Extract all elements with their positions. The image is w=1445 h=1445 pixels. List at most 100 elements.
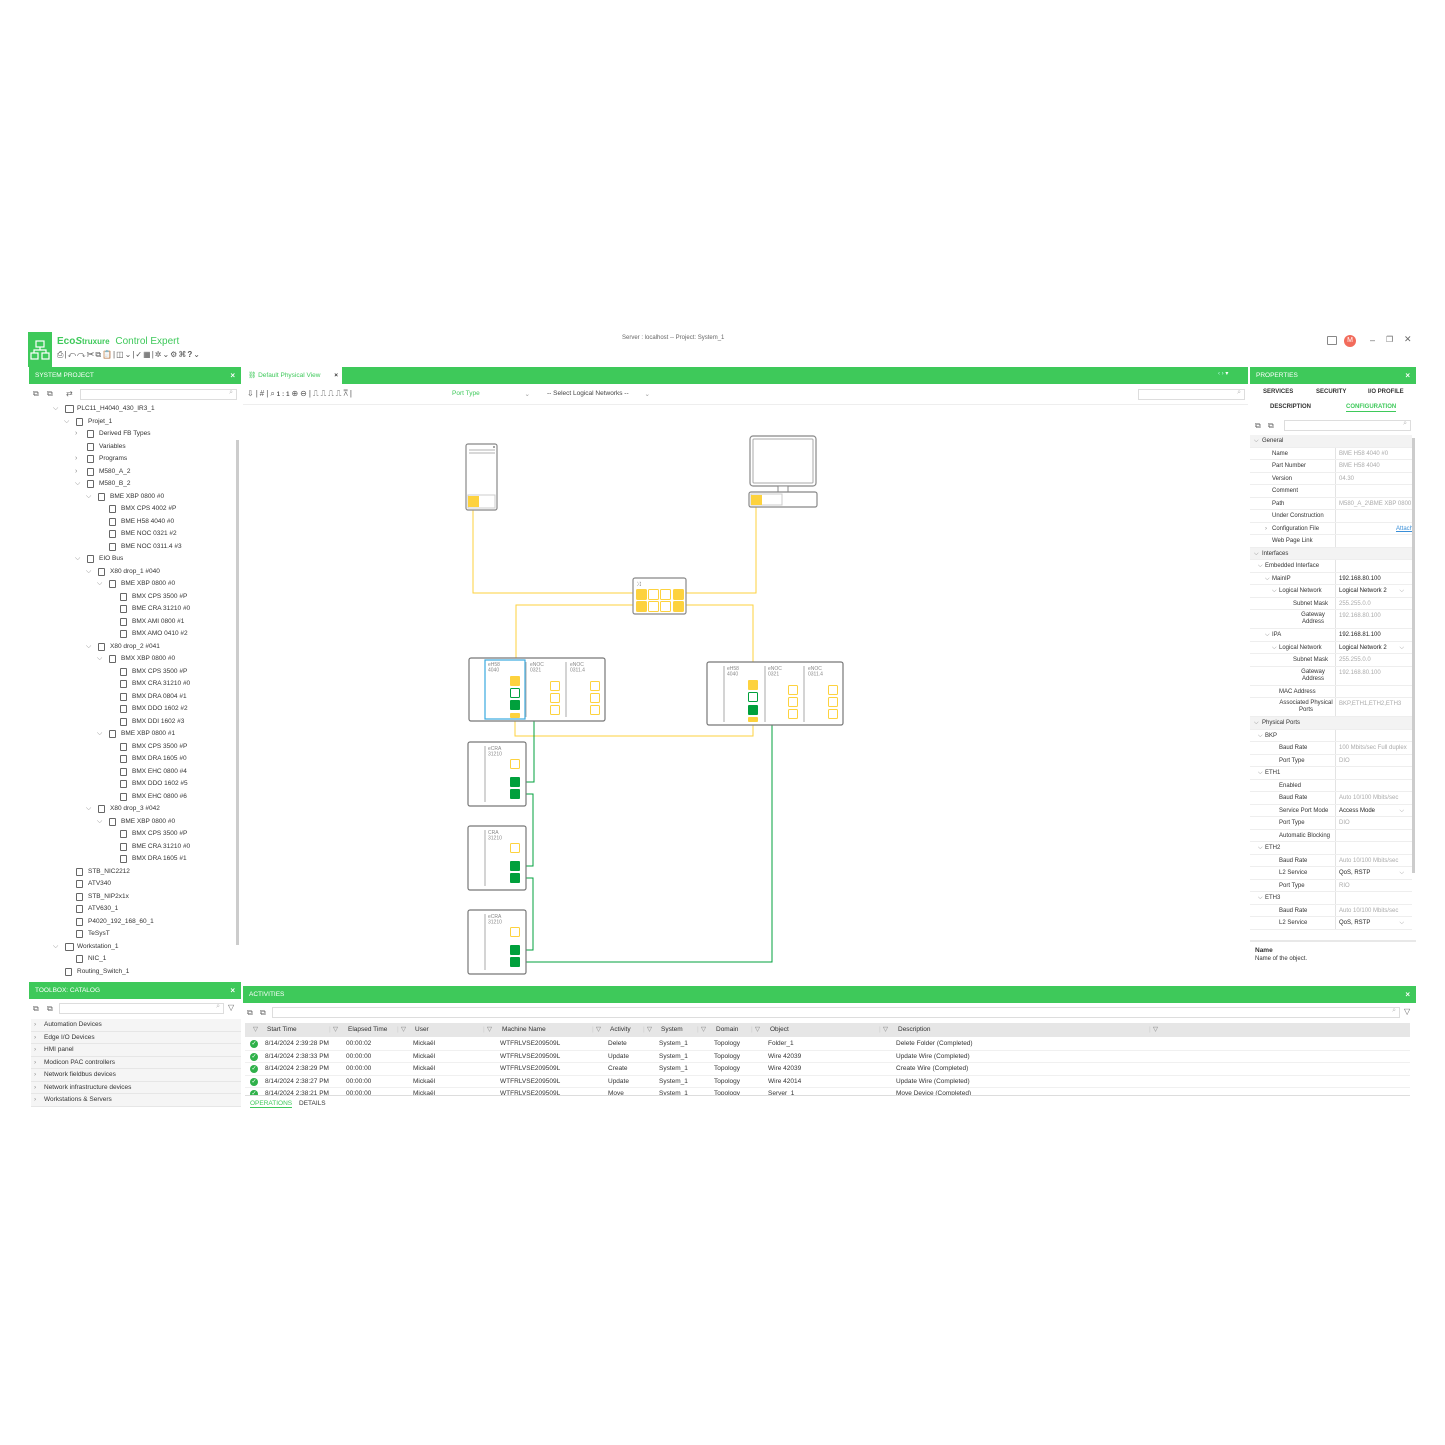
grid-icon[interactable]: # <box>259 389 267 398</box>
tree-item[interactable]: ⌵ X80 drop_3 #042 <box>29 803 234 815</box>
tree-search-input[interactable]: ⌕ <box>80 389 237 400</box>
tree-item[interactable]: ATV630_1 <box>29 903 234 915</box>
rio-port[interactable] <box>510 957 520 967</box>
property-row[interactable]: Name BME H58 4040 #0 <box>1250 447 1412 460</box>
validate-icon[interactable]: ✓ <box>135 350 144 359</box>
tree-item[interactable]: TeSysT <box>29 928 234 940</box>
catalog-category[interactable]: › Edge I/O Devices <box>31 1031 241 1044</box>
paste-icon[interactable]: 📋 <box>102 350 113 359</box>
property-row[interactable]: ⌵ IPA 192.168.81.100 <box>1250 629 1412 642</box>
property-value[interactable]: QoS, RSTP <box>1339 867 1412 879</box>
tree-item[interactable]: ⌵ Projet_1 <box>29 416 234 428</box>
property-row[interactable]: L2 Service QoS, RSTP ⌵ <box>1250 867 1412 880</box>
routing-switch-device[interactable]: ⤨ <box>632 577 687 615</box>
tab-configuration[interactable]: CONFIGURATION <box>1346 404 1397 412</box>
chevron-down-icon[interactable]: ⌵ <box>1272 644 1277 651</box>
ethernet-wire[interactable] <box>684 505 757 594</box>
tree-item[interactable]: BMX AMI 0800 #1 <box>29 616 234 628</box>
property-row[interactable]: Associated Physical Ports BKP,ETH1,ETH2,E… <box>1250 698 1412 717</box>
close-panel-icon[interactable]: × <box>230 371 235 380</box>
tab-security[interactable]: SECURITY <box>1316 389 1347 395</box>
switch-port[interactable] <box>660 589 671 600</box>
close-toolbox-icon[interactable]: × <box>230 986 235 995</box>
column-header[interactable]: Description <box>898 1026 931 1033</box>
tree-item[interactable]: ATV340 <box>29 878 234 890</box>
undo-icon[interactable]: ↶ <box>67 350 78 359</box>
plc-rack-a[interactable]: eH58 4040 eNOC 0321 eNOC 0311.4 <box>468 657 606 722</box>
collapse-all-icon[interactable]: ⧉ <box>33 1004 39 1013</box>
tree-item[interactable]: STB_NIP2x1x <box>29 891 234 903</box>
tree-item[interactable]: P4020_192_168_60_1 <box>29 916 234 928</box>
ethernet-port[interactable] <box>510 759 520 769</box>
property-row[interactable]: Port Type DIO <box>1250 754 1412 767</box>
tree-item[interactable]: BMX AMO 0410 #2 <box>29 628 234 640</box>
column-divider[interactable]: | <box>329 1026 331 1033</box>
catalog-search-input[interactable]: ⌕ <box>59 1003 224 1014</box>
tree-item[interactable]: BMX CPS 3500 #P <box>29 741 234 753</box>
rio-port[interactable] <box>510 789 520 799</box>
tree-item[interactable]: ⌵ X80 drop_1 #040 <box>29 566 234 578</box>
rio-wire[interactable] <box>520 709 773 963</box>
chevron-down-icon[interactable]: ⌵ <box>97 730 103 737</box>
tree-item[interactable]: ⌵ Workstation_1 <box>29 941 234 953</box>
chevron-right-icon[interactable]: › <box>1265 525 1267 532</box>
tab-io-profile[interactable]: I/O PROFILE <box>1368 389 1404 395</box>
layout-icon[interactable]: ⩞ <box>343 389 350 398</box>
redo-icon[interactable]: ↷ <box>77 350 87 359</box>
print-icon[interactable]: ⎙ <box>57 350 65 359</box>
tools-icon[interactable]: ✲⌄ <box>154 350 171 359</box>
tree-item[interactable]: ⌵ BME XBP 0800 #0 <box>29 816 234 828</box>
tree-item[interactable]: Routing_Switch_1 <box>29 966 234 978</box>
property-row[interactable]: ⌵ MainIP 192.168.80.100 <box>1250 572 1412 585</box>
property-row[interactable]: Port Type RIO <box>1250 879 1412 892</box>
chevron-down-icon[interactable]: ⌵ <box>97 655 103 662</box>
ethernet-port[interactable] <box>510 676 520 686</box>
property-value[interactable]: Access Mode <box>1339 805 1412 817</box>
property-row[interactable]: Under Construction <box>1250 510 1412 523</box>
tree-item[interactable]: ⌵ BME XBP 0800 #1 <box>29 728 234 740</box>
property-row[interactable]: ⌵ Logical Network Logical Network 2 ⌵ <box>1250 641 1412 654</box>
collapse-all-icon[interactable]: ⧉ <box>1255 421 1261 430</box>
chevron-down-icon[interactable]: ⌵ <box>1399 920 1404 926</box>
property-row[interactable]: Baud Rate 100 Mbits/sec Full duplex <box>1250 742 1412 755</box>
property-row[interactable]: Baud Rate Auto 10/100 Mbits/sec <box>1250 904 1412 917</box>
chevron-down-icon[interactable]: ⌵ <box>1258 563 1263 569</box>
tree-item[interactable]: ⌵ BME XBP 0800 #0 <box>29 491 234 503</box>
app-logo[interactable] <box>28 332 52 367</box>
chevron-down-icon[interactable]: ⌵ <box>1265 632 1270 638</box>
property-row[interactable]: Subnet Mask 255.255.0.0 <box>1250 654 1412 667</box>
tree-scrollbar[interactable] <box>236 440 239 945</box>
property-row[interactable]: ⌵ Logical Network Logical Network 2 ⌵ <box>1250 585 1412 598</box>
activity-row[interactable]: ✓ 8/14/2024 2:38:27 PM 00:00:00 Mickaël WTFR… <box>245 1076 1410 1088</box>
tab-nav-arrows[interactable]: ‹ › ▾ <box>1218 371 1229 377</box>
collapse-all-icon[interactable]: ⧉ <box>33 389 39 398</box>
column-divider[interactable]: | <box>697 1026 699 1033</box>
chevron-down-icon[interactable]: ⌵ <box>1258 895 1263 901</box>
activities-search-input[interactable]: ⌕ <box>272 1007 1400 1018</box>
catalog-category[interactable]: › Network infrastructure devices <box>31 1081 241 1094</box>
rio-port[interactable] <box>510 945 520 955</box>
layout-icon[interactable]: ◫⌄ <box>116 350 133 359</box>
property-value[interactable]: 192.168.81.100 <box>1339 629 1412 641</box>
tree-item[interactable]: BMX DRA 1605 #0 <box>29 753 234 765</box>
ethernet-wire[interactable] <box>684 604 754 680</box>
chevron-down-icon[interactable]: ⌵ <box>1258 732 1263 739</box>
expand-all-icon[interactable]: ⧉ <box>47 1004 53 1013</box>
ethernet-wire[interactable] <box>472 507 636 594</box>
tree-item[interactable]: ⌵ BMX XBP 0800 #0 <box>29 653 234 665</box>
column-filter-icon[interactable]: ▽ <box>755 1026 760 1033</box>
property-row[interactable]: Comment <box>1250 485 1412 498</box>
workstation-device[interactable] <box>748 435 818 508</box>
copy-icon[interactable]: ⧉ <box>95 350 103 359</box>
switch-port[interactable] <box>636 601 647 612</box>
chevron-down-icon[interactable]: ⌵ <box>64 417 70 425</box>
cut-icon[interactable]: ✂ <box>86 350 96 359</box>
column-divider[interactable]: | <box>592 1026 594 1033</box>
tree-item[interactable]: BME NOC 0321 #2 <box>29 528 234 540</box>
column-header[interactable]: Start Time <box>267 1026 297 1033</box>
column-divider[interactable]: | <box>879 1026 881 1033</box>
sync-icon[interactable]: ⇄ <box>66 389 73 398</box>
close-tab-icon[interactable]: × <box>334 372 338 379</box>
properties-search-input[interactable]: ⌕ <box>1284 420 1411 431</box>
column-divider[interactable]: | <box>483 1026 485 1033</box>
